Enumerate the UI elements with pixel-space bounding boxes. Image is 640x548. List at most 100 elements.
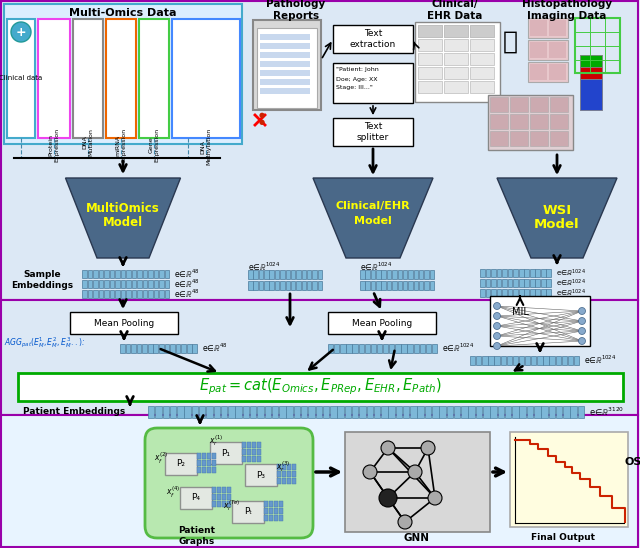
- Bar: [277, 471, 281, 477]
- Bar: [148, 280, 153, 288]
- Bar: [381, 270, 386, 279]
- Bar: [38, 19, 70, 138]
- Bar: [88, 270, 92, 278]
- Bar: [480, 279, 484, 287]
- Bar: [269, 508, 273, 514]
- Bar: [392, 281, 397, 290]
- Circle shape: [493, 302, 500, 310]
- Text: 🔬: 🔬: [502, 30, 518, 54]
- Bar: [88, 280, 92, 288]
- Circle shape: [579, 338, 586, 345]
- Text: Patient
Graphs: Patient Graphs: [179, 526, 216, 546]
- Bar: [93, 290, 98, 298]
- Circle shape: [381, 441, 395, 455]
- Circle shape: [408, 465, 422, 479]
- Text: e∈$\mathbb{R}^{1024}$: e∈$\mathbb{R}^{1024}$: [360, 261, 392, 273]
- Bar: [392, 270, 397, 279]
- Bar: [381, 281, 386, 290]
- Text: WSI: WSI: [543, 203, 572, 216]
- Bar: [541, 289, 546, 297]
- Polygon shape: [313, 178, 433, 258]
- Bar: [269, 270, 274, 279]
- Bar: [519, 289, 524, 297]
- Bar: [353, 344, 358, 353]
- Bar: [131, 270, 136, 278]
- Bar: [269, 515, 273, 521]
- Bar: [143, 270, 147, 278]
- Bar: [104, 290, 109, 298]
- Bar: [563, 406, 570, 418]
- Bar: [292, 471, 296, 477]
- Bar: [408, 281, 413, 290]
- Bar: [333, 118, 413, 146]
- Bar: [131, 290, 136, 298]
- Text: Clinical data: Clinical data: [0, 75, 43, 81]
- Bar: [131, 280, 136, 288]
- Bar: [207, 467, 211, 473]
- Bar: [148, 290, 153, 298]
- Bar: [337, 406, 344, 418]
- Bar: [512, 406, 518, 418]
- Bar: [371, 281, 375, 290]
- Bar: [296, 270, 301, 279]
- Text: Mean Pooling: Mean Pooling: [94, 318, 154, 328]
- Bar: [73, 19, 103, 138]
- Bar: [470, 25, 494, 37]
- Bar: [328, 344, 333, 353]
- Bar: [415, 22, 500, 102]
- Text: ●: ●: [259, 119, 265, 125]
- Bar: [424, 281, 429, 290]
- Bar: [308, 406, 315, 418]
- Bar: [312, 270, 317, 279]
- Bar: [510, 97, 528, 112]
- Bar: [257, 28, 317, 108]
- Bar: [530, 114, 548, 129]
- Bar: [285, 281, 290, 290]
- Bar: [164, 270, 169, 278]
- Bar: [482, 356, 488, 365]
- Text: Model: Model: [534, 219, 580, 231]
- Bar: [486, 279, 490, 287]
- Bar: [530, 64, 547, 80]
- Bar: [222, 501, 226, 507]
- Bar: [549, 64, 566, 80]
- Bar: [486, 269, 490, 277]
- Text: $x_r^{(1)}$: $x_r^{(1)}$: [209, 433, 223, 448]
- Bar: [187, 344, 191, 353]
- Bar: [296, 281, 301, 290]
- Text: Doe; Age: XX: Doe; Age: XX: [336, 77, 378, 82]
- Bar: [259, 281, 263, 290]
- Bar: [312, 281, 317, 290]
- Text: $x_r^{(Te)}$: $x_r^{(Te)}$: [223, 499, 241, 513]
- Bar: [439, 406, 446, 418]
- Bar: [277, 478, 281, 484]
- Bar: [524, 279, 529, 287]
- Bar: [275, 281, 279, 290]
- Bar: [88, 290, 92, 298]
- Bar: [358, 344, 364, 353]
- Bar: [206, 406, 212, 418]
- Bar: [282, 464, 286, 470]
- Bar: [580, 55, 602, 110]
- Bar: [508, 289, 513, 297]
- Bar: [333, 25, 413, 53]
- Bar: [286, 406, 293, 418]
- Bar: [202, 467, 206, 473]
- Bar: [498, 406, 504, 418]
- Bar: [476, 406, 482, 418]
- Bar: [159, 280, 164, 288]
- Bar: [307, 281, 312, 290]
- Bar: [274, 501, 278, 507]
- Bar: [346, 344, 351, 353]
- Bar: [537, 356, 543, 365]
- Circle shape: [421, 441, 435, 455]
- Bar: [279, 406, 285, 418]
- Bar: [180, 487, 212, 509]
- Bar: [530, 97, 548, 112]
- Bar: [242, 449, 246, 455]
- Bar: [301, 270, 306, 279]
- Bar: [253, 20, 321, 110]
- Bar: [232, 501, 264, 523]
- Bar: [210, 442, 242, 464]
- Circle shape: [493, 312, 500, 319]
